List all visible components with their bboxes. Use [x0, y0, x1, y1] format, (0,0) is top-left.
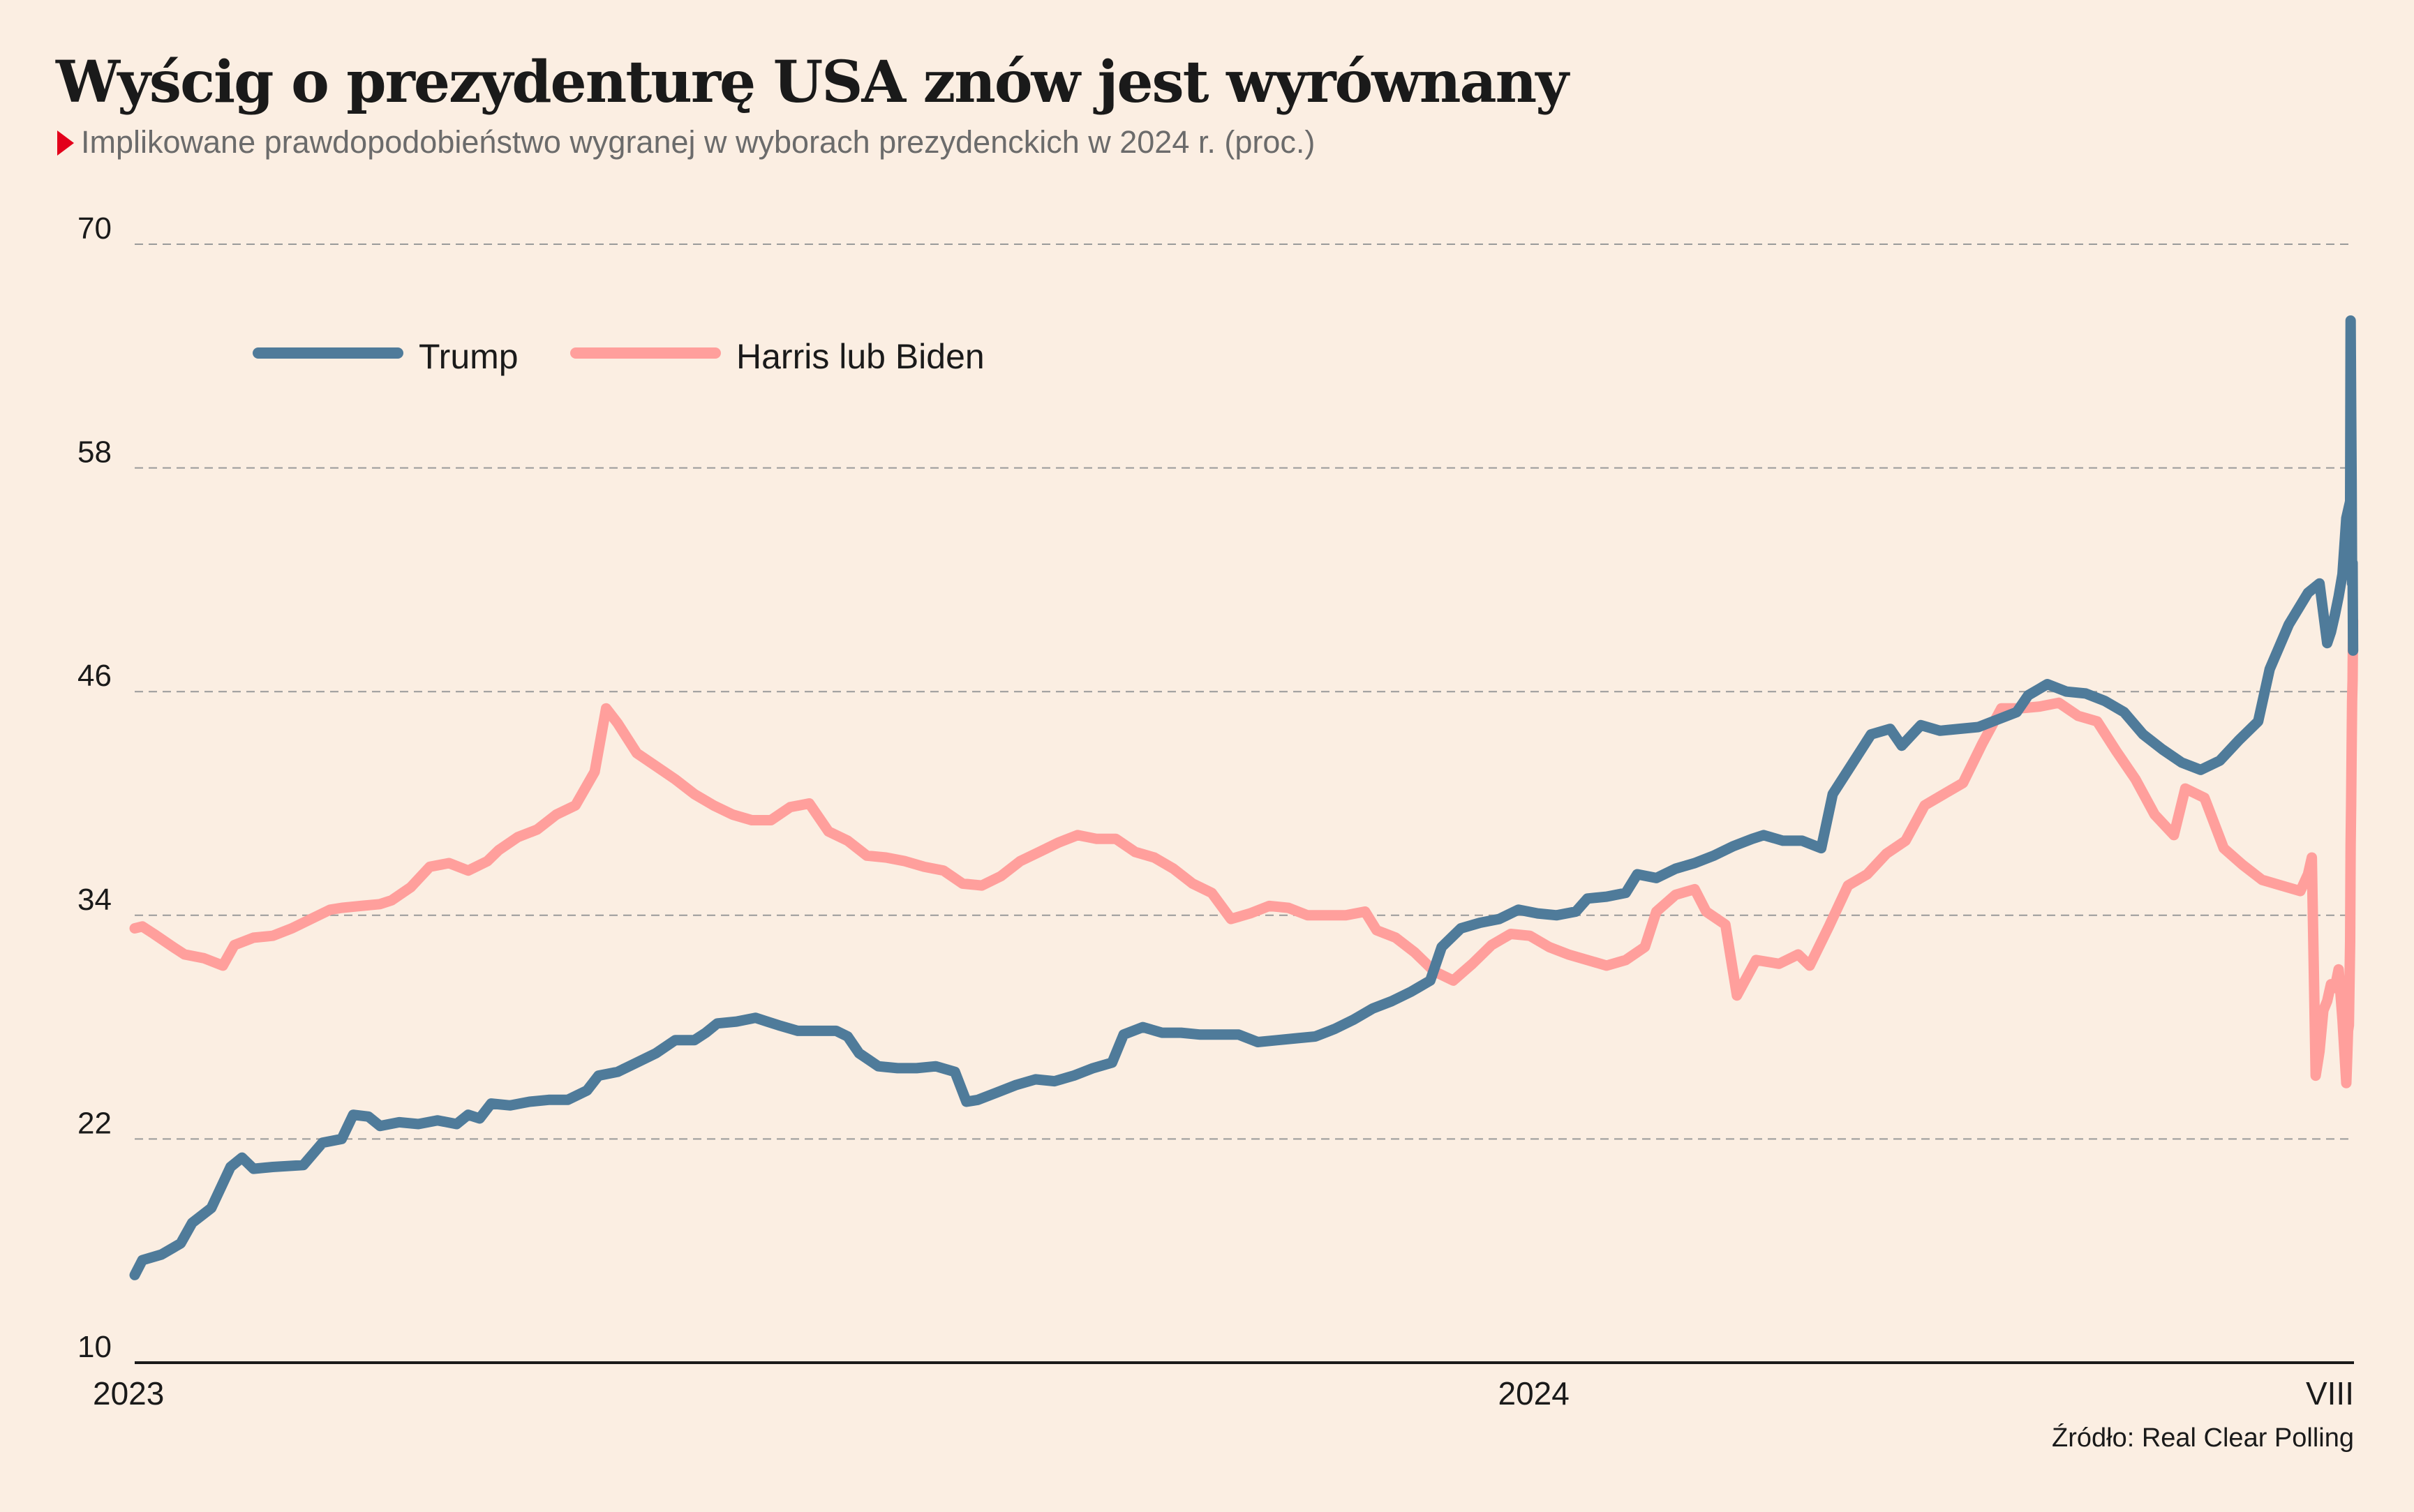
series-line-trump	[129, 315, 2359, 1280]
series-line-harris-biden	[129, 615, 2359, 1088]
legend-label: Trump	[419, 337, 519, 376]
y-tick-label: 10	[77, 1330, 112, 1364]
x-axis-ticks: 2023 2024 VIII	[93, 1375, 2354, 1412]
y-tick-label: 70	[77, 211, 112, 246]
chart-subtitle: Implikowane prawdopodobieństwo wygranej …	[81, 124, 1316, 160]
series-lines	[129, 315, 2359, 1280]
legend: Trump Harris lub Biden	[253, 337, 985, 376]
legend-label: Harris lub Biden	[736, 337, 985, 376]
source-note: Źródło: Real Clear Polling	[2052, 1423, 2354, 1453]
y-tick-label: 58	[77, 435, 112, 470]
x-tick-label: 2024	[1498, 1375, 1569, 1412]
x-tick-label: VIII	[2306, 1375, 2354, 1412]
chart-title: Wyścig o prezydenturę USA znów jest wyró…	[56, 49, 1569, 116]
y-axis-ticks: 10 22 34 46 58 70	[77, 211, 112, 1364]
gridlines	[135, 244, 2354, 1364]
y-tick-label: 22	[77, 1106, 112, 1140]
chart-subtitle-row: Implikowane prawdopodobieństwo wygranej …	[57, 124, 1315, 160]
y-tick-label: 34	[77, 883, 112, 917]
x-tick-label: 2023	[93, 1375, 164, 1412]
y-tick-label: 46	[77, 659, 112, 693]
subtitle-marker-icon	[57, 130, 74, 156]
